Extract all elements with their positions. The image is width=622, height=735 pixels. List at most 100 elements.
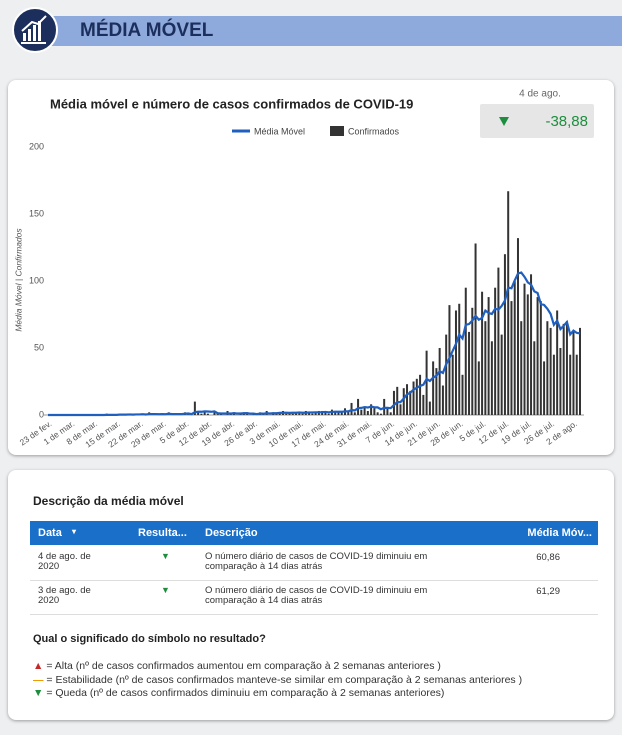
- bar: [324, 412, 327, 415]
- bar: [497, 267, 500, 415]
- bar: [213, 412, 216, 415]
- y-tick-label: 150: [29, 208, 44, 218]
- bar: [575, 354, 578, 415]
- bar: [572, 331, 575, 415]
- header-title: MÉDIA MÓVEL: [80, 20, 214, 41]
- bar: [337, 410, 340, 415]
- y-tick-label: 100: [29, 275, 44, 285]
- bar: [419, 374, 422, 415]
- legend-item: ▲ = Alta (nº de casos confirmados aument…: [33, 660, 441, 672]
- table-row: 3 de ago. de 2020 ▼ O número diário de cas…: [30, 580, 598, 615]
- bar: [200, 413, 203, 415]
- result-icon: ▼: [161, 551, 170, 561]
- column-header[interactable]: Data: [38, 527, 62, 539]
- bar: [441, 385, 444, 415]
- bar: [510, 301, 513, 415]
- bar: [425, 350, 428, 415]
- bar: [197, 410, 200, 415]
- bar: [461, 374, 464, 415]
- bar: [458, 303, 461, 415]
- kpi-arrow: [499, 117, 509, 126]
- column-header[interactable]: Resulta...: [138, 527, 187, 539]
- date-cell: 3 de ago. de 2020: [38, 585, 91, 606]
- bar: [487, 297, 490, 415]
- bar: [533, 341, 536, 415]
- value-cell: 60,86: [536, 552, 560, 563]
- bar: [523, 283, 526, 415]
- legend-question: Qual o significado do símbolo no resulta…: [33, 633, 266, 645]
- bar: [360, 409, 363, 415]
- bar: [415, 378, 418, 415]
- bar: [314, 412, 317, 415]
- bar: [347, 410, 350, 415]
- chart: Média móvel e número de casos confirmado…: [13, 89, 594, 450]
- bar: [357, 398, 360, 415]
- bar: [389, 412, 392, 415]
- bar: [298, 412, 301, 415]
- bar: [513, 281, 516, 415]
- bar: [477, 361, 480, 415]
- stable-icon: —: [33, 674, 44, 686]
- header-bar: [40, 16, 622, 46]
- sort-icon[interactable]: ▾: [72, 527, 77, 536]
- bar: [392, 390, 395, 415]
- bar: [435, 368, 438, 415]
- bar: [556, 310, 559, 415]
- bar: [363, 406, 366, 415]
- bar: [428, 401, 431, 415]
- bar: [520, 321, 523, 415]
- bar: [451, 354, 454, 415]
- bar: [468, 331, 471, 415]
- table-card: Descrição da média móvel Data ▾ Resulta.…: [8, 470, 614, 720]
- bar: [503, 254, 506, 415]
- y-tick-label: 50: [34, 342, 44, 352]
- bar: [549, 327, 552, 415]
- bar: [340, 412, 343, 415]
- legend-swatch: [330, 126, 344, 136]
- y-axis-label: Média Móvel | Confirmados: [13, 228, 23, 332]
- bar: [526, 294, 529, 415]
- bar: [432, 361, 435, 415]
- bar: [301, 413, 304, 415]
- up-icon: ▲: [33, 660, 44, 672]
- bar: [373, 408, 376, 415]
- legend-label: Média Móvel: [254, 126, 305, 136]
- bar: [311, 413, 314, 415]
- description-cell: O número diário de casos de COVID-19 dim…: [205, 551, 428, 572]
- bar: [507, 191, 510, 415]
- bar: [366, 410, 369, 415]
- bar: [334, 412, 337, 415]
- bar: [516, 238, 519, 415]
- date-cell: 4 de ago. de 2020: [38, 551, 91, 572]
- table-title: Descrição da média móvel: [33, 494, 184, 508]
- bar: [530, 274, 533, 415]
- bar: [409, 390, 412, 415]
- bar: [285, 413, 288, 415]
- legend-text: = Alta (nº de casos confirmados aumentou…: [46, 660, 441, 672]
- bar: [471, 307, 474, 415]
- bar: [370, 404, 373, 415]
- bar: [562, 323, 565, 415]
- bar: [308, 412, 311, 415]
- y-tick-label: 200: [29, 141, 44, 151]
- bar: [464, 287, 467, 415]
- bar: [193, 401, 196, 415]
- bar: [484, 321, 487, 415]
- column-header[interactable]: Descrição: [205, 527, 258, 539]
- legend-text: = Estabilidade (nº de casos confirmados …: [46, 674, 523, 686]
- bar: [539, 301, 542, 415]
- bar: [565, 321, 568, 415]
- column-header[interactable]: Média Móv...: [527, 527, 592, 539]
- legend-label: Confirmados: [348, 126, 400, 136]
- down-icon: ▼: [33, 687, 44, 699]
- bar: [543, 361, 546, 415]
- bar: [206, 413, 209, 415]
- description-cell: O número diário de casos de COVID-19 dim…: [205, 585, 428, 606]
- bar: [399, 404, 402, 415]
- bar: [379, 413, 382, 415]
- bar: [406, 384, 409, 415]
- bar: [291, 413, 294, 415]
- bar: [552, 354, 555, 415]
- result-icon: ▼: [161, 585, 170, 595]
